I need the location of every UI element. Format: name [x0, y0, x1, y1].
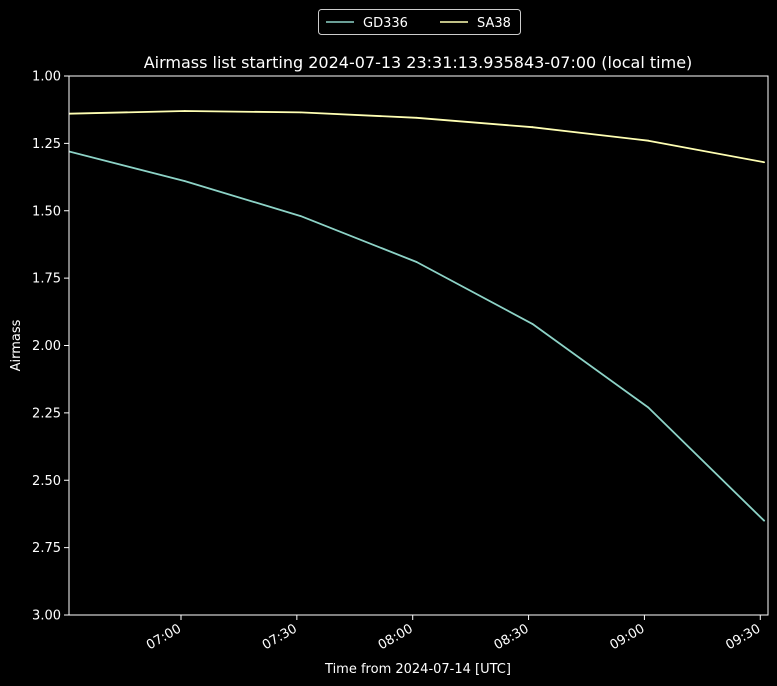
y-axis-label: Airmass: [9, 319, 24, 371]
y-tick-label: 3.00: [32, 609, 61, 624]
data-point-sa38: [531, 126, 534, 129]
data-point-sa38: [415, 116, 418, 119]
legend-label-sa38: SA38: [477, 16, 511, 31]
data-point-sa38: [183, 110, 186, 112]
data-point-sa38: [763, 161, 766, 164]
legend-label-gd336: GD336: [363, 16, 408, 31]
data-point-gd336: [763, 519, 766, 522]
y-tick-label: 1.50: [32, 204, 61, 219]
x-axis-label: Time from 2024-07-14 [UTC]: [324, 662, 511, 677]
series-layer: [69, 110, 766, 522]
data-point-gd336: [299, 215, 302, 218]
y-tick-label: 1.00: [32, 70, 61, 85]
data-point-gd336: [415, 261, 418, 263]
legend-frame: [318, 9, 521, 35]
data-point-sa38: [647, 139, 650, 142]
y-tick-label: 1.25: [32, 137, 61, 152]
y-tick-label: 2.75: [32, 541, 61, 556]
data-point-gd336: [531, 323, 534, 325]
y-tick-label: 2.25: [32, 406, 61, 421]
y-tick-label: 2.50: [32, 474, 61, 489]
legend: GD336 SA38: [318, 9, 521, 35]
data-point-sa38: [299, 111, 302, 114]
data-point-gd336: [183, 180, 186, 183]
y-axis: 1.00 1.25 1.50 1.75 2.00 2.25 2.50 2.75 3.00: [32, 70, 69, 624]
y-tick-label: 1.75: [32, 272, 61, 287]
chart-title: Airmass list starting 2024-07-13 23:31:1…: [144, 53, 693, 72]
y-tick-label: 2.00: [32, 339, 61, 354]
data-point-gd336: [647, 406, 650, 409]
